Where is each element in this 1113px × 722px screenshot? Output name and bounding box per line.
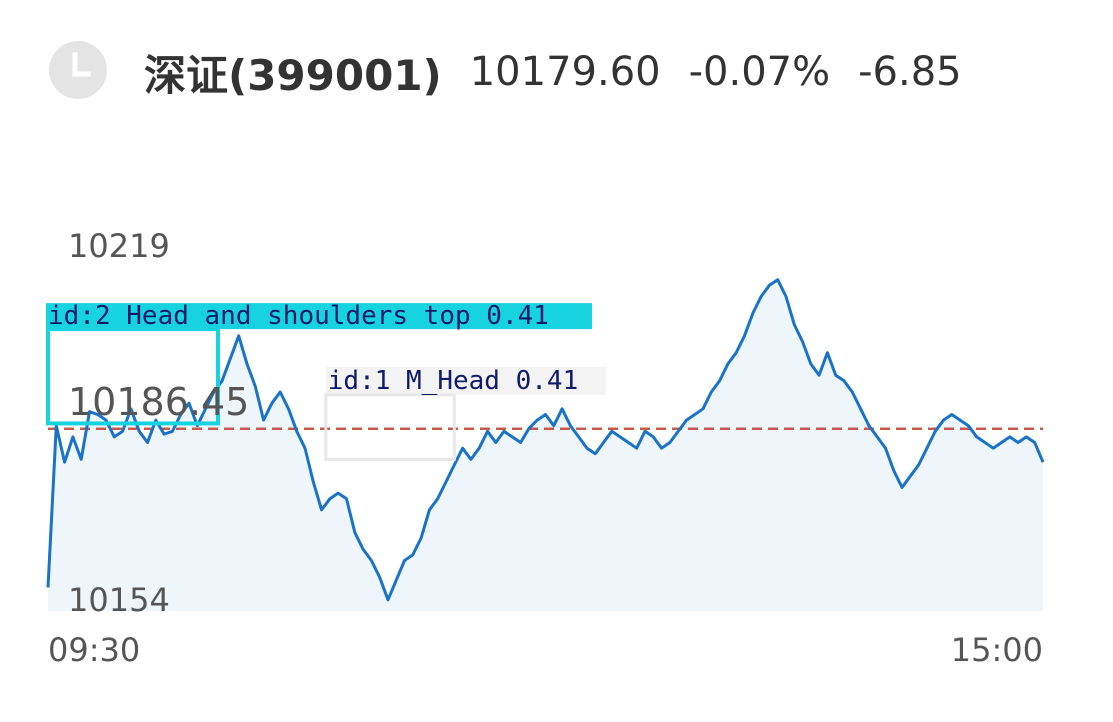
index-price: 10179.60 <box>469 49 661 95</box>
reference-value-label: 10186.45 <box>68 380 249 424</box>
detection-label: id:1 M_Head 0.41 <box>328 366 578 396</box>
detection-head-and-shoulders: id:2 Head and shoulders top 0.41 <box>46 301 592 426</box>
x-tick-start: 09:30 <box>48 631 140 669</box>
index-title: 深证(399001) <box>144 50 442 100</box>
price-line <box>46 278 1045 602</box>
detection-label-background <box>46 303 592 330</box>
clock-icon <box>49 41 107 99</box>
x-tick-end: 15:00 <box>951 631 1043 669</box>
quote-summary: 深证(399001) 10179.60 -0.07% -6.85 <box>144 40 990 104</box>
change-percent: -0.07% <box>688 49 831 95</box>
detection-label-background <box>325 366 606 395</box>
detection-label: id:2 Head and shoulders top 0.41 <box>48 301 549 331</box>
y-max-label: 10219 <box>68 227 170 265</box>
detection-m-head: id:1 M_Head 0.41 <box>324 366 606 461</box>
detection-box <box>324 393 456 461</box>
quote-header: 深证(399001) 10179.60 -0.07% -6.85 <box>0 0 1113 150</box>
y-min-label: 10154 <box>68 581 170 619</box>
detection-box <box>46 327 220 426</box>
change-value: -6.85 <box>858 49 962 95</box>
price-area-fill <box>48 279 1043 611</box>
